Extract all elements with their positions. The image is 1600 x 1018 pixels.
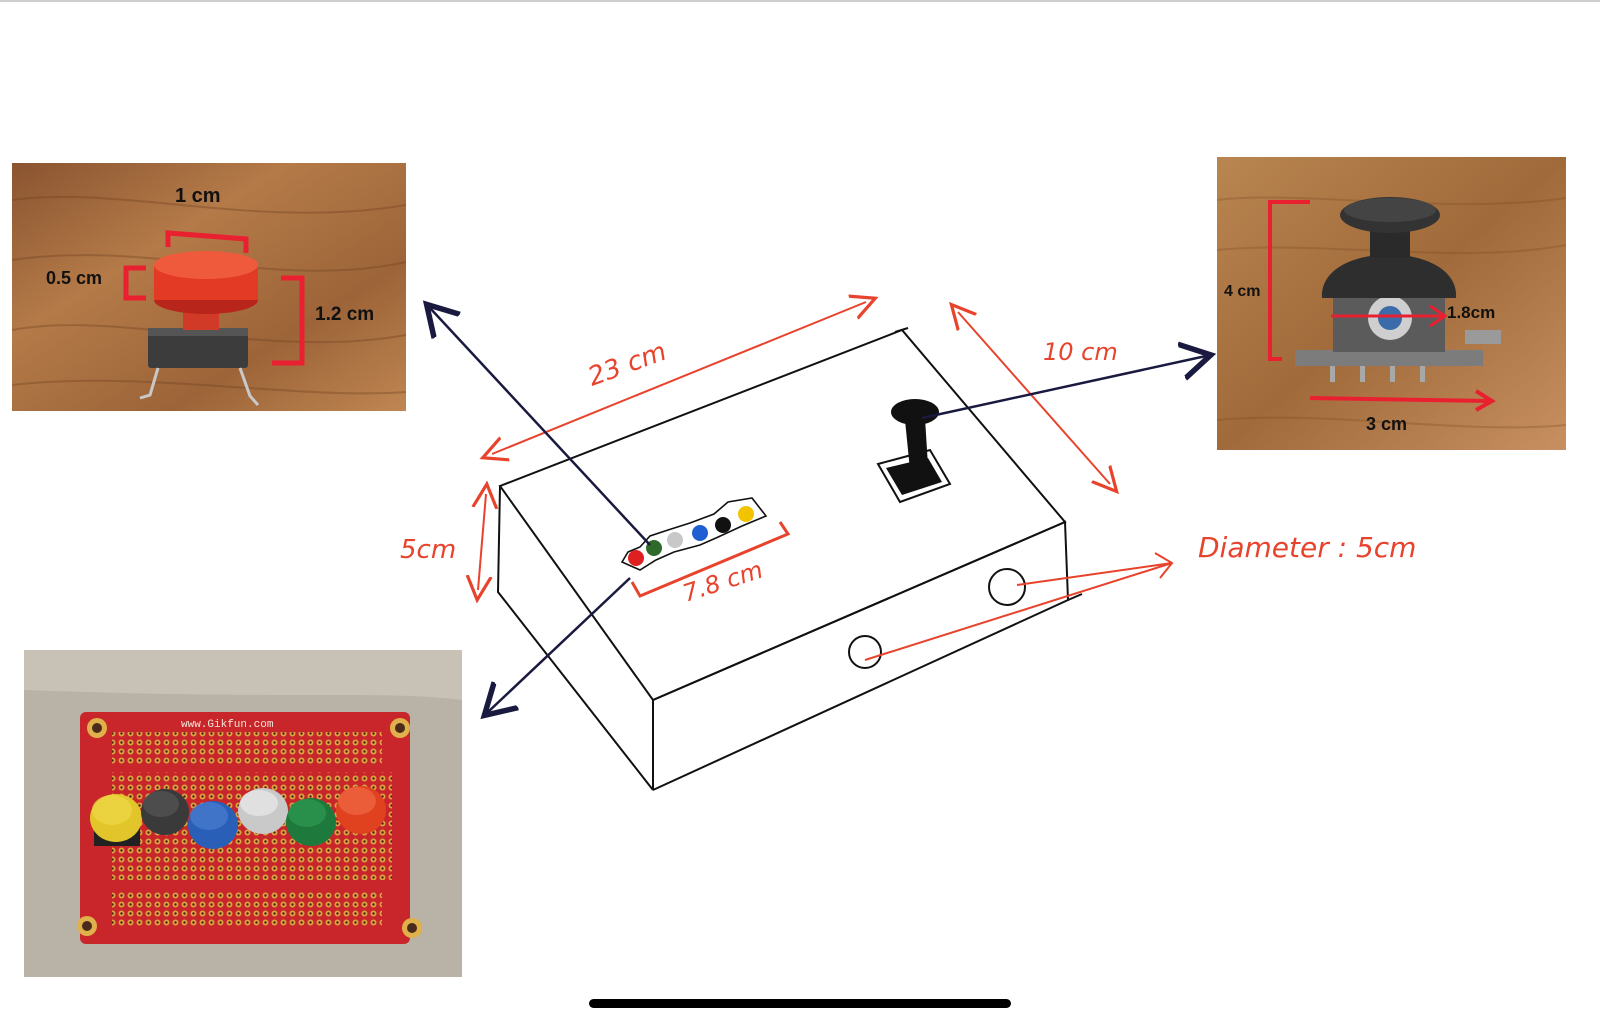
pcb-button-black (141, 789, 189, 835)
height-arrow (478, 494, 486, 590)
diameter-pointer (864, 552, 1174, 661)
joystick-height-label: 4 cm (1224, 283, 1260, 300)
pcb-button-blue (188, 801, 238, 849)
pcb-buttons (90, 786, 386, 849)
button-cap-height-label: 0.5 cm (46, 268, 102, 288)
depth-label: 10 cm (1043, 338, 1118, 366)
button-width-label: 1 cm (175, 185, 221, 207)
button-photo-pointer (430, 308, 651, 546)
sketch-button-dot (692, 525, 708, 541)
diameter-label: Diameter : 5cm (1198, 531, 1416, 564)
length-label: 23 cm (584, 337, 670, 393)
pcb-button-yellow (90, 794, 142, 846)
joystick-photo: 4 cm 1.8cm 3 cm (1216, 157, 1567, 450)
pcb-photo-pointer (488, 577, 631, 712)
pcb-button-green (286, 798, 336, 846)
pcb-site-label: www.Gikfun.com (181, 719, 274, 731)
side-hole-left (848, 635, 882, 669)
home-indicator[interactable] (589, 999, 1011, 1008)
side-hole-right (988, 568, 1026, 606)
box-sketch (496, 327, 1083, 791)
sketch-button-dot (628, 550, 644, 566)
dimension-annotations (478, 302, 1174, 661)
sketch-button-dot (715, 517, 731, 533)
height-label: 5cm (400, 535, 456, 565)
joystick-stick-label: 1.8cm (1447, 303, 1495, 322)
pcb-button-orange (336, 786, 386, 834)
button-row-label: 7.8 cm (679, 556, 766, 608)
button-row-bracket (630, 521, 791, 598)
pcb-button-white (238, 788, 288, 834)
button-photo: 1 cm 0.5 cm 1.2 cm (11, 163, 407, 411)
pointer-arrows (430, 308, 1206, 712)
sketch-button-dot (738, 506, 754, 522)
joystick-width-label: 3 cm (1366, 414, 1407, 434)
joystick-photo-pointer (921, 356, 1206, 420)
pcb-photo: www.Gikfun.com (24, 650, 462, 977)
length-arrow (492, 302, 866, 454)
button-total-height-label: 1.2 cm (315, 304, 374, 325)
sketch-button-dot (667, 532, 683, 548)
depth-arrow (958, 312, 1110, 484)
